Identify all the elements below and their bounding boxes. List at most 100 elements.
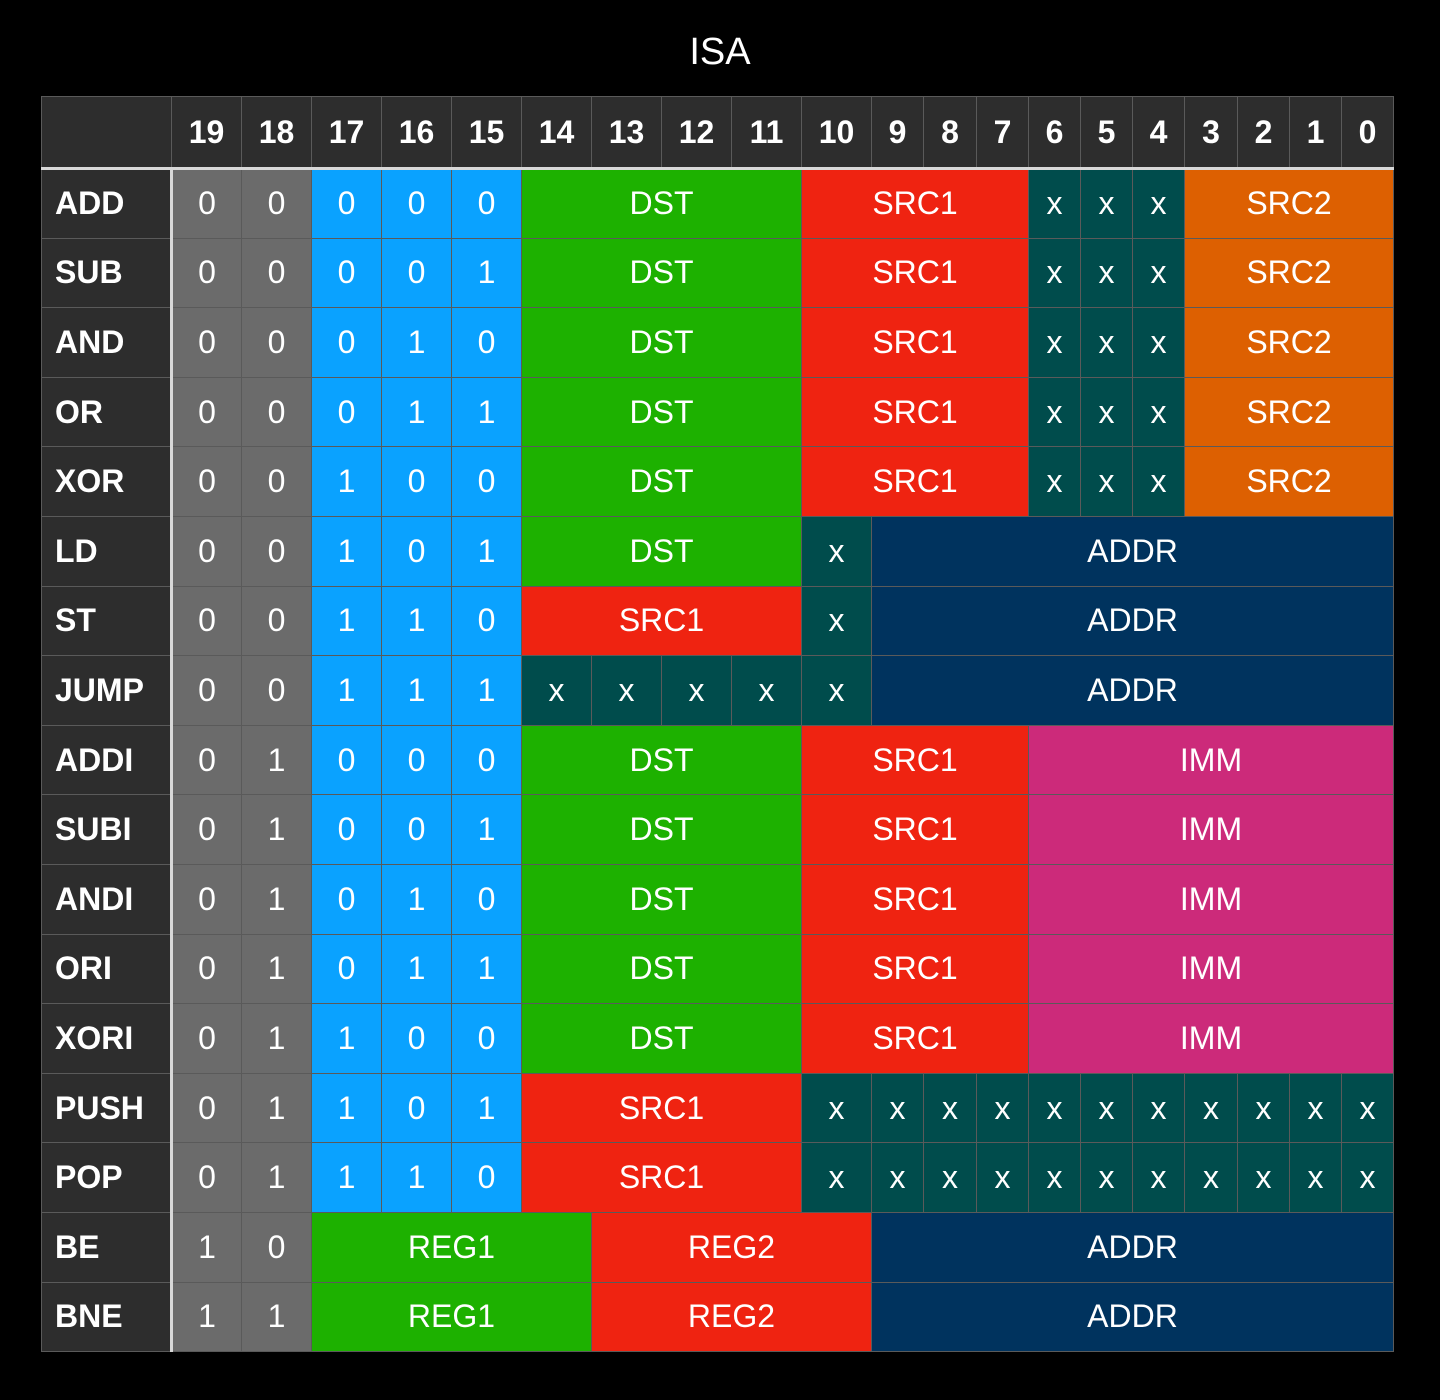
opcode-bit: 0 — [311, 794, 382, 865]
opcode-bit: 1 — [241, 724, 312, 796]
instruction-row-jump: JUMP 0 0 1 1 1 x x x x x ADDR — [41, 655, 1394, 726]
mnemonic: ORI — [41, 933, 173, 1005]
dont-care-bit: x — [801, 515, 872, 587]
opcode-bit: 0 — [171, 1003, 242, 1074]
dont-care-bit: x — [731, 655, 802, 726]
dont-care-bit: x — [1080, 307, 1133, 378]
opcode-bit: 0 — [171, 655, 242, 726]
opcode-bit: 0 — [451, 168, 522, 239]
opcode-bit: 1 — [381, 655, 452, 726]
opcode-bit: 0 — [171, 724, 242, 796]
dont-care-bit: x — [1028, 446, 1081, 517]
bit-header-18: 18 — [241, 96, 312, 169]
dont-care-bit: x — [1289, 1142, 1342, 1213]
instruction-row-subi: SUBI 0 1 0 0 1 DST SRC1 IMM — [41, 794, 1394, 865]
isa-table: 19 18 17 16 15 14 13 12 11 10 9 8 7 6 5 4 3 2 1 0 ADD 0 0 0 0 0 DS… — [41, 96, 1394, 1353]
field-src1: SRC1 — [801, 237, 1029, 309]
opcode-bit: 0 — [171, 1142, 242, 1213]
field-reg1: REG1 — [311, 1281, 592, 1353]
mnemonic: ST — [41, 585, 173, 657]
field-src1: SRC1 — [801, 446, 1029, 517]
mnemonic: LD — [41, 515, 173, 587]
instruction-row-xori: XORI 0 1 1 0 0 DST SRC1 IMM — [41, 1003, 1394, 1074]
opcode-bit: 0 — [381, 446, 452, 517]
opcode-bit: 0 — [171, 446, 242, 517]
opcode-bit: 1 — [381, 933, 452, 1005]
opcode-bit: 1 — [171, 1281, 242, 1353]
dont-care-bit: x — [1080, 376, 1133, 448]
dont-care-bit: x — [1028, 168, 1081, 239]
opcode-bit: 0 — [381, 1072, 452, 1144]
opcode-bit: 1 — [311, 1142, 382, 1213]
opcode-bit: 1 — [241, 1281, 312, 1353]
bit-header-4: 4 — [1132, 96, 1185, 169]
opcode-bit: 1 — [241, 794, 312, 865]
field-dst: DST — [521, 237, 802, 309]
bit-header-19: 19 — [171, 96, 242, 169]
dont-care-bit: x — [871, 1072, 924, 1144]
field-src1: SRC1 — [801, 794, 1029, 865]
dont-care-bit: x — [1028, 376, 1081, 448]
opcode-bit: 0 — [381, 794, 452, 865]
instruction-row-pop: POP 0 1 1 1 0 SRC1 x x x x x x x x x x x — [41, 1142, 1394, 1213]
instruction-row-sub: SUB 0 0 0 0 1 DST SRC1 x x x SRC2 — [41, 237, 1394, 309]
opcode-bit: 0 — [451, 446, 522, 517]
opcode-bit: 0 — [241, 376, 312, 448]
bit-header-14: 14 — [521, 96, 592, 169]
bit-header-8: 8 — [923, 96, 977, 169]
instruction-row-or: OR 0 0 0 1 1 DST SRC1 x x x SRC2 — [41, 376, 1394, 448]
opcode-bit: 0 — [381, 237, 452, 309]
opcode-bit: 0 — [241, 307, 312, 378]
field-src1: SRC1 — [521, 1072, 802, 1144]
isa-table-body: 19 18 17 16 15 14 13 12 11 10 9 8 7 6 5 4 3 2 1 0 ADD 0 0 0 0 0 DS… — [41, 96, 1394, 1353]
instruction-row-addi: ADDI 0 1 0 0 0 DST SRC1 IMM — [41, 724, 1394, 796]
field-dst: DST — [521, 446, 802, 517]
dont-care-bit: x — [1132, 1142, 1185, 1213]
opcode-bit: 0 — [171, 863, 242, 935]
header-corner — [41, 96, 172, 169]
opcode-bit: 1 — [451, 794, 522, 865]
opcode-bit: 1 — [311, 585, 382, 657]
field-src2: SRC2 — [1184, 237, 1394, 309]
field-src1: SRC1 — [521, 1142, 802, 1213]
field-src1: SRC1 — [801, 168, 1029, 239]
mnemonic: BE — [41, 1211, 173, 1283]
mnemonic: ANDI — [41, 863, 173, 935]
dont-care-bit: x — [801, 655, 872, 726]
opcode-bit: 0 — [311, 933, 382, 1005]
field-dst: DST — [521, 307, 802, 378]
opcode-bit: 0 — [311, 376, 382, 448]
bit-header-5: 5 — [1080, 96, 1133, 169]
instruction-row-be: BE 1 0 REG1 REG2 ADDR — [41, 1211, 1394, 1283]
opcode-bit: 1 — [451, 933, 522, 1005]
mnemonic: ADD — [41, 168, 173, 239]
field-dst: DST — [521, 168, 802, 239]
dont-care-bit: x — [1184, 1072, 1238, 1144]
opcode-bit: 1 — [241, 1072, 312, 1144]
dont-care-bit: x — [1080, 1072, 1133, 1144]
mnemonic: BNE — [41, 1281, 173, 1353]
opcode-bit: 1 — [241, 1003, 312, 1074]
dont-care-bit: x — [1080, 446, 1133, 517]
dont-care-bit: x — [801, 1142, 872, 1213]
dont-care-bit: x — [1028, 1072, 1081, 1144]
opcode-bit: 0 — [381, 724, 452, 796]
mnemonic: OR — [41, 376, 173, 448]
field-imm: IMM — [1028, 933, 1394, 1005]
opcode-bit: 0 — [241, 585, 312, 657]
instruction-row-andi: ANDI 0 1 0 1 0 DST SRC1 IMM — [41, 863, 1394, 935]
dont-care-bit: x — [923, 1142, 977, 1213]
field-dst: DST — [521, 933, 802, 1005]
opcode-bit: 0 — [311, 168, 382, 239]
instruction-row-add: ADD 0 0 0 0 0 DST SRC1 x x x SRC2 — [41, 168, 1394, 239]
field-imm: IMM — [1028, 1003, 1394, 1074]
instruction-row-push: PUSH 0 1 1 0 1 SRC1 x x x x x x x x x x x — [41, 1072, 1394, 1144]
dont-care-bit: x — [1028, 1142, 1081, 1213]
field-dst: DST — [521, 1003, 802, 1074]
opcode-bit: 1 — [311, 446, 382, 517]
opcode-bit: 1 — [451, 655, 522, 726]
opcode-bit: 1 — [241, 1142, 312, 1213]
mnemonic: SUBI — [41, 794, 173, 865]
bit-header-7: 7 — [976, 96, 1029, 169]
field-addr: ADDR — [871, 1211, 1394, 1283]
